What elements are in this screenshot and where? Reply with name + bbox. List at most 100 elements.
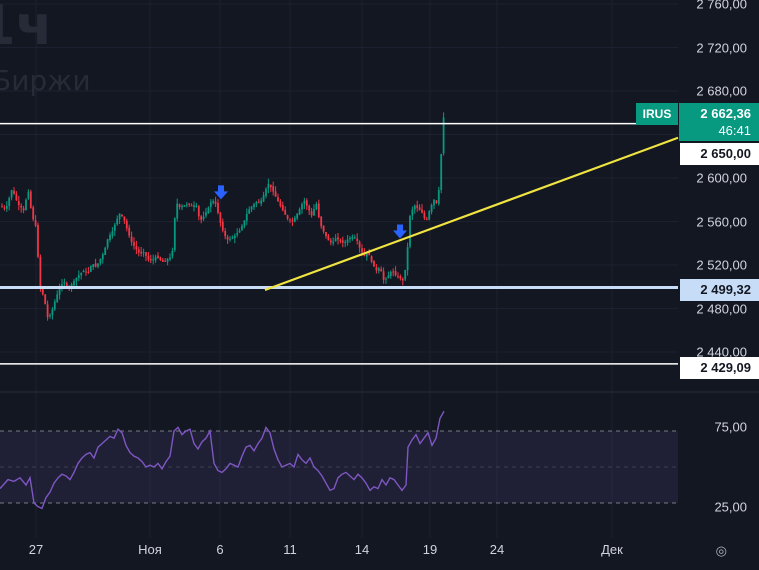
candle-body (298, 209, 301, 215)
candle-body (207, 207, 210, 214)
candle-body (22, 208, 25, 211)
candle-body (356, 238, 359, 242)
candle-body (433, 199, 435, 206)
settings-icon[interactable]: ◎ (715, 543, 727, 558)
time-tick: 6 (216, 542, 224, 557)
candle-body (248, 209, 251, 214)
candle-body (315, 204, 318, 210)
candle-body (217, 203, 219, 213)
candle-body (329, 240, 332, 243)
candle-body (265, 188, 267, 197)
candle-body (284, 210, 287, 215)
candle-body (370, 256, 373, 262)
candle-body (149, 259, 152, 261)
candle-body (20, 205, 23, 208)
candle-body (296, 213, 299, 219)
candle-body (411, 209, 414, 216)
candle-body (245, 213, 248, 221)
current-price-box: 2 662,36 46:41 (679, 103, 759, 141)
trendline[interactable] (264, 136, 679, 292)
level-label-upper: 2 650,00 (680, 143, 759, 165)
candle-body (380, 269, 383, 272)
candle-body (281, 204, 284, 211)
candle-body (44, 294, 47, 305)
rsi-tick-upper: 75,00 (714, 419, 747, 435)
price-tick: 2 520,00 (696, 257, 747, 273)
candle-body (238, 230, 241, 233)
candle-body (310, 211, 313, 216)
candle-body (80, 272, 83, 276)
candle-body (202, 216, 205, 220)
candle-body (32, 207, 35, 220)
price-tick: 2 440,00 (696, 344, 747, 360)
candle-body (185, 204, 188, 206)
candle-body (322, 225, 325, 232)
candle-body (99, 258, 102, 264)
candle-body (82, 270, 85, 273)
trendline-segment (264, 136, 679, 292)
candle-body (233, 235, 236, 239)
time-tick: 27 (28, 542, 44, 557)
candle-body (200, 216, 203, 220)
candle-body (243, 220, 246, 227)
price-tick: 2 600,00 (696, 170, 747, 186)
candle-body (157, 255, 159, 258)
candle-body (73, 280, 75, 286)
candle-body (241, 225, 243, 230)
candle-body (397, 276, 399, 278)
time-tick: 19 (422, 542, 438, 557)
candle-body (313, 208, 315, 216)
candle-body (212, 201, 215, 203)
candlestick-series (1, 112, 445, 321)
candle-body (56, 294, 59, 303)
candle-body (109, 235, 111, 241)
candle-body (197, 206, 200, 217)
candle-body (27, 191, 30, 199)
candle-body (289, 219, 291, 221)
candle-body (133, 242, 135, 246)
candle-body (97, 263, 99, 267)
candle-body (365, 253, 368, 257)
candle-body (404, 269, 407, 280)
candle-body (145, 252, 147, 256)
candle-body (63, 282, 66, 284)
candle-body (375, 267, 378, 271)
candle-body (373, 260, 375, 267)
candle-body (317, 203, 320, 218)
candle-body (123, 216, 126, 221)
time-tick: 14 (354, 542, 370, 557)
candle-body (65, 283, 68, 287)
candle-body (387, 275, 390, 279)
candle-body (10, 190, 13, 198)
candle-body (361, 248, 363, 253)
candle-body (416, 205, 419, 208)
candle-body (94, 263, 97, 267)
candle-body (205, 212, 207, 216)
arrow-down-icon (214, 185, 228, 200)
candle-body (440, 154, 443, 190)
current-price: 2 662,36 (700, 106, 751, 121)
candle-body (353, 237, 356, 239)
candle-body (399, 276, 402, 279)
candle-body (13, 190, 15, 194)
horizontal-levels[interactable] (0, 122, 678, 365)
candle-body (173, 218, 176, 251)
candle-body (92, 264, 95, 267)
rsi-line (0, 410, 445, 510)
candle-body (101, 254, 104, 260)
candle-body (269, 184, 272, 188)
candle-body (421, 209, 423, 213)
time-tick: 24 (489, 542, 505, 557)
candle-body (425, 218, 428, 220)
candle-body (39, 256, 42, 288)
candle-body (229, 238, 231, 240)
candle-body (111, 231, 114, 237)
candle-body (346, 239, 349, 243)
candle-body (183, 205, 186, 207)
candle-body (51, 309, 54, 316)
candle-body (75, 277, 78, 282)
candle-body (58, 287, 61, 295)
time-tick: Дек (601, 542, 623, 557)
candle-body (277, 197, 279, 202)
